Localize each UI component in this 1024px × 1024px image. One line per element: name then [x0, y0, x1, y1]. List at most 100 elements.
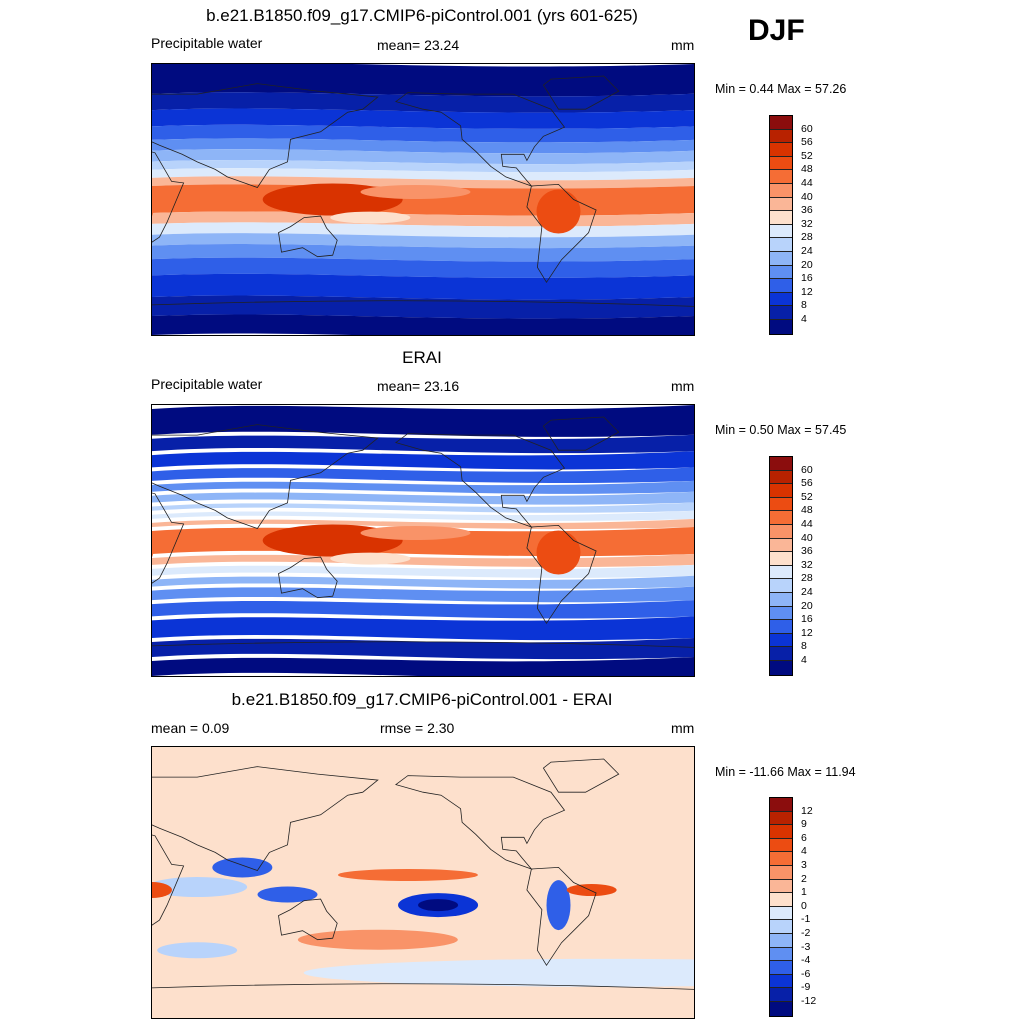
filled-contours	[152, 747, 694, 1018]
coastline	[526, 183, 597, 284]
colorbar-swatch	[770, 238, 792, 252]
panel-2-units-label: mm	[671, 378, 695, 394]
coastline	[278, 898, 338, 941]
colorbar-tick-label: 2	[801, 872, 807, 885]
colorbar-swatch	[770, 825, 792, 839]
panel-2-colorbar-labels: 60 56 52 48 44 40 36 32 28 24 20 16 12 8 4	[801, 456, 841, 674]
coastline	[542, 758, 620, 793]
panel-3-map	[151, 746, 695, 1019]
colorbar-swatch	[770, 484, 792, 498]
colorbar-swatch	[770, 660, 792, 675]
colorbar-tick-label: 12	[801, 804, 813, 817]
panel-2-map	[151, 404, 695, 677]
colorbar-tick-label: 4	[801, 313, 807, 325]
colorbar-swatch	[770, 183, 792, 198]
colorbar-swatch	[770, 211, 792, 225]
coastline	[395, 433, 566, 528]
colorbar-swatch	[770, 538, 792, 553]
colorbar-swatch	[770, 620, 792, 634]
colorbar-swatch	[770, 647, 792, 661]
colorbar-tick-label: -2	[801, 927, 811, 939]
panel-3-colorbar-labels: 12 9 6 4 3 2 1 0 -1 -2 -3 -4 -6 -9 -12	[801, 797, 841, 1015]
coastline	[152, 300, 694, 307]
colorbar-tick-label: 4	[801, 845, 807, 858]
panel-3-mean-label: mean = 0.09	[151, 720, 230, 736]
colorbar-tick-label: 36	[801, 204, 813, 217]
colorbar-tick-label: 12	[801, 285, 813, 298]
colorbar-swatch	[770, 224, 792, 239]
panel-1-colorbar-labels: 60 56 52 48 44 40 36 32 28 24 20 16 12 8 4	[801, 115, 841, 333]
coastline	[152, 641, 694, 648]
colorbar-swatch	[770, 319, 792, 334]
colorbar-tick-label: 28	[801, 231, 813, 244]
colorbar-tick-label: 12	[801, 626, 813, 639]
colorbar-tick-label: 32	[801, 558, 813, 571]
colorbar-swatch	[770, 811, 792, 826]
colorbar-swatch	[770, 156, 792, 171]
colorbar-tick-label: 44	[801, 518, 813, 530]
coastline	[152, 766, 379, 871]
colorbar-tick-label: 60	[801, 122, 813, 135]
season-label: DJF	[748, 14, 805, 47]
colorbar-tick-label: 4	[801, 654, 807, 666]
coastline	[526, 866, 597, 967]
colorbar-tick-label: 24	[801, 586, 813, 598]
coastline	[152, 492, 185, 584]
panel-3-rmse-label: rmse = 2.30	[380, 720, 455, 736]
colorbar-tick-label: 56	[801, 136, 813, 149]
colorbar-swatch	[770, 798, 792, 812]
colorbar-swatch	[770, 906, 792, 921]
colorbar-tick-label: 3	[801, 859, 807, 871]
colorbar-tick-label: 6	[801, 831, 807, 844]
filled-contours	[152, 64, 694, 335]
colorbar-tick-label: -3	[801, 940, 811, 953]
colorbar-swatch	[770, 933, 792, 948]
panel-3-colorbar	[769, 797, 793, 1017]
colorbar-swatch	[770, 524, 792, 539]
panel-1-units-label: mm	[671, 37, 695, 53]
coastline	[152, 424, 379, 529]
colorbar-swatch	[770, 633, 792, 648]
colorbar-tick-label: 48	[801, 504, 813, 517]
panel-1-mean-label: mean= 23.24	[377, 37, 460, 53]
colorbar-swatch	[770, 865, 792, 880]
panel-3-units-label: mm	[671, 720, 695, 736]
colorbar-swatch	[770, 565, 792, 580]
colorbar-swatch	[770, 129, 792, 144]
colorbar-tick-label: -12	[801, 995, 817, 1007]
colorbar-swatch	[770, 251, 792, 266]
panel-1-title: b.e21.B1850.f09_g17.CMIP6-piControl.001 …	[206, 6, 638, 25]
coastline	[152, 151, 185, 243]
colorbar-swatch	[770, 470, 792, 485]
panel-2-title: ERAI	[402, 348, 442, 367]
filled-contours	[152, 405, 694, 676]
colorbar-tick-label: -9	[801, 981, 811, 994]
colorbar-swatch	[770, 947, 792, 962]
panel-2-mean-label: mean= 23.16	[377, 378, 460, 394]
colorbar-swatch	[770, 457, 792, 471]
colorbar-tick-label: 48	[801, 163, 813, 176]
colorbar-tick-label: 36	[801, 545, 813, 558]
colorbar-swatch	[770, 893, 792, 907]
panel-2-colorbar	[769, 456, 793, 676]
colorbar-swatch	[770, 974, 792, 989]
colorbar-swatch	[770, 552, 792, 566]
colorbar-tick-label: 8	[801, 299, 807, 312]
panel-3-title: b.e21.B1850.f09_g17.CMIP6-piControl.001 …	[231, 690, 613, 709]
coastline	[526, 524, 597, 625]
coastline	[278, 556, 338, 599]
colorbar-swatch	[770, 592, 792, 607]
colorbar-tick-label: 28	[801, 572, 813, 585]
panel-1-map	[151, 63, 695, 336]
colorbar-tick-label: 40	[801, 190, 813, 203]
colorbar-tick-label: 16	[801, 613, 813, 626]
colorbar-swatch	[770, 879, 792, 894]
colorbar-tick-label: 16	[801, 272, 813, 285]
panel-1-left-label: Precipitable water	[151, 35, 263, 51]
colorbar-tick-label: 52	[801, 149, 813, 162]
coastline	[152, 983, 694, 990]
colorbar-tick-label: -6	[801, 967, 811, 980]
colorbar-swatch	[770, 511, 792, 525]
colorbar-tick-label: 1	[801, 886, 807, 899]
colorbar-swatch	[770, 279, 792, 293]
